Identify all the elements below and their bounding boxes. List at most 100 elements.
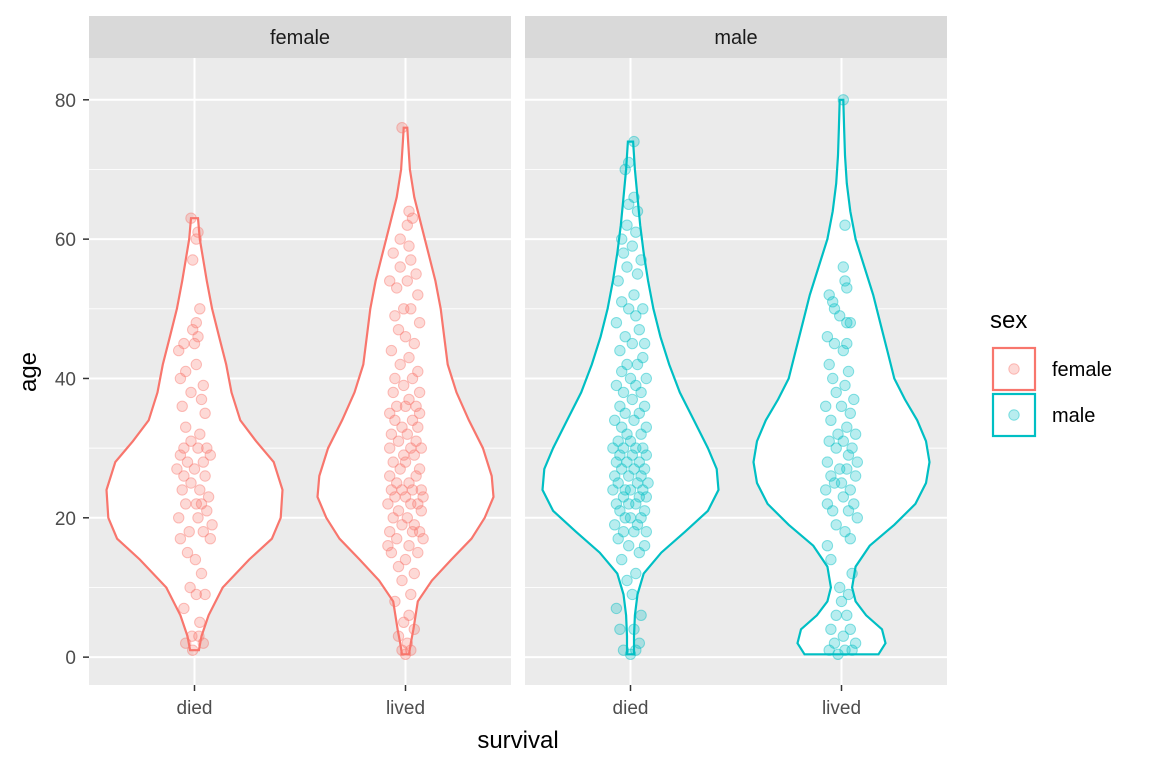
data-point [630, 498, 642, 510]
data-point [830, 519, 842, 531]
data-point [623, 303, 635, 315]
data-point [619, 407, 631, 419]
data-point [188, 337, 201, 350]
data-point [624, 648, 637, 660]
data-point [609, 519, 621, 531]
data-point [848, 393, 860, 406]
data-point [631, 358, 644, 371]
data-point [401, 428, 413, 440]
data-point [619, 163, 631, 176]
data-point [638, 505, 651, 517]
data-point [825, 623, 837, 635]
data-point [612, 533, 624, 545]
data-point [825, 414, 837, 426]
data-point [194, 616, 206, 628]
legend-key-female [991, 346, 1037, 392]
data-point [389, 491, 401, 503]
data-point [387, 247, 399, 259]
data-point [837, 630, 849, 642]
facet-female: female died lived [89, 16, 511, 719]
data-point [174, 449, 187, 461]
data-point [204, 449, 217, 461]
data-point [195, 567, 208, 580]
data-point [841, 421, 853, 433]
y-tick-label: 60 [55, 230, 76, 251]
data-point [844, 317, 856, 329]
data-point [173, 512, 185, 524]
data-point [201, 505, 213, 517]
data-point [398, 303, 410, 315]
data-point [626, 588, 638, 601]
data-point [176, 400, 188, 412]
data-point [614, 623, 626, 635]
data-point [633, 407, 645, 419]
data-point [628, 526, 640, 538]
data-point [830, 442, 842, 454]
data-point [396, 644, 408, 656]
data-point [384, 526, 396, 538]
data-point [194, 303, 206, 315]
data-point [195, 498, 208, 510]
data-point [610, 602, 623, 615]
data-point [180, 365, 192, 378]
data-point [408, 519, 420, 531]
data-point [398, 449, 410, 461]
data-point [823, 644, 835, 656]
data-point [640, 372, 652, 385]
data-point [396, 574, 408, 587]
data-point [403, 609, 415, 621]
data-point [825, 553, 837, 566]
data-point [619, 484, 631, 496]
data-point [621, 456, 633, 468]
data-point [385, 484, 398, 496]
data-point [199, 470, 211, 482]
data-point [194, 428, 206, 440]
data-point [401, 512, 413, 524]
data-point [194, 484, 206, 496]
data-point [841, 337, 853, 350]
strip-label-female: female [270, 27, 330, 49]
data-point [834, 463, 846, 475]
data-point [187, 644, 199, 656]
data-point [412, 365, 424, 378]
data-point [181, 546, 194, 559]
data-point [206, 519, 218, 531]
data-point [832, 648, 844, 660]
data-point [828, 637, 841, 649]
y-axis-title: age [15, 352, 42, 392]
data-point [820, 400, 832, 412]
data-point [201, 442, 213, 454]
x-axis-title: survival [477, 727, 558, 754]
data-point [181, 456, 194, 468]
data-point [630, 379, 642, 392]
data-point [628, 135, 640, 148]
data-point [642, 477, 654, 489]
data-point [631, 268, 644, 280]
data-point [638, 400, 651, 412]
data-point [827, 372, 839, 385]
y-tick-label: 0 [65, 648, 76, 669]
data-point [635, 428, 647, 440]
data-point [630, 442, 642, 454]
data-point [199, 588, 211, 601]
data-point [187, 324, 199, 336]
legend-label-male: male [1052, 405, 1095, 427]
data-point [621, 219, 633, 231]
data-point [406, 484, 419, 496]
data-point [394, 233, 406, 245]
data-point [626, 337, 638, 350]
data-point [415, 505, 427, 517]
data-point [621, 358, 633, 371]
data-point [842, 588, 855, 601]
data-point [616, 233, 628, 245]
data-point [630, 644, 642, 656]
data-point [413, 407, 426, 419]
data-point [199, 407, 211, 419]
data-point [628, 191, 640, 204]
data-point [178, 602, 190, 615]
data-point [823, 289, 835, 301]
data-point [408, 623, 420, 635]
strip-male [525, 16, 947, 58]
data-point [827, 505, 839, 517]
data-point [630, 310, 642, 322]
